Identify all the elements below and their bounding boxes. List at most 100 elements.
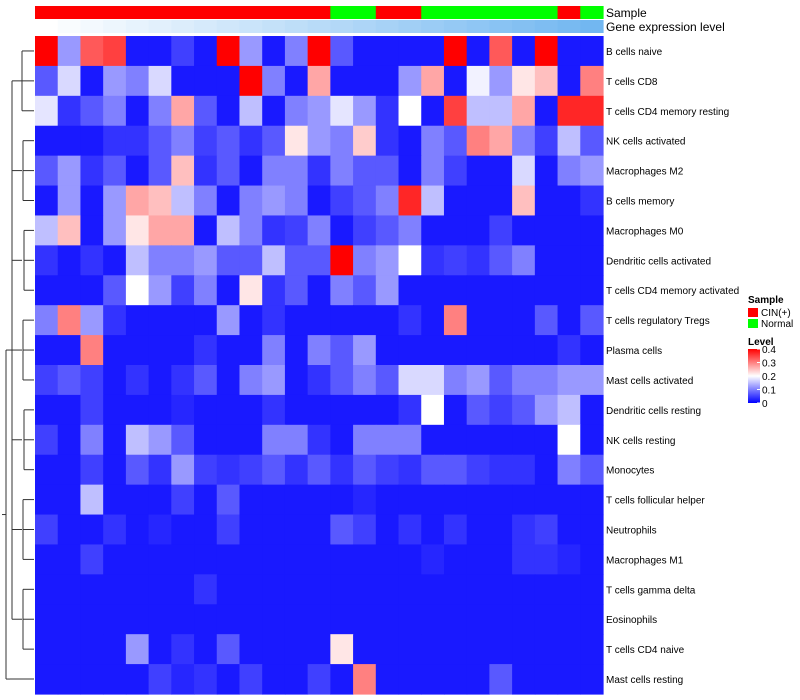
heatmap-cell (580, 484, 604, 516)
heatmap-cell (262, 65, 286, 97)
heatmap-cell (466, 454, 490, 486)
heatmap-cell (466, 275, 490, 306)
heatmap-cell (80, 514, 104, 546)
heatmap-cell (125, 394, 150, 426)
heatmap-cell (353, 424, 377, 456)
heatmap-cell (239, 574, 263, 605)
heatmap-cell (330, 125, 354, 157)
heatmap-cell (557, 245, 581, 276)
expression-annotation-cell (148, 20, 172, 33)
heatmap-cell (307, 95, 331, 127)
heatmap-cell (171, 215, 195, 246)
heatmap-cell (557, 484, 581, 516)
heatmap-cell (353, 544, 377, 575)
heatmap-cell (421, 245, 445, 276)
heatmap-cell (353, 604, 377, 635)
heatmap-cell (284, 544, 309, 575)
heatmap-cell (103, 36, 127, 67)
expression-annotation-cell (512, 20, 536, 33)
heatmap-cell (443, 215, 468, 246)
heatmap-cell (57, 65, 82, 97)
heatmap-cell (171, 604, 195, 635)
sample-annotation-cell (171, 6, 195, 19)
heatmap-cell (489, 275, 513, 306)
heatmap-cell (512, 484, 536, 516)
heatmap-cell (375, 484, 400, 516)
sample-annotation-cell (330, 6, 354, 19)
expression-annotation-cell (216, 20, 241, 33)
heatmap-cell (353, 335, 377, 366)
heatmap-cell (35, 335, 59, 366)
heatmap-cell (35, 604, 59, 635)
heatmap-cell (125, 245, 150, 276)
heatmap-cell (284, 664, 309, 695)
heatmap-cell (35, 424, 59, 456)
heatmap-cell (216, 484, 241, 516)
heatmap-cell (284, 514, 309, 546)
heatmap-cell (398, 544, 422, 575)
heatmap-cell (534, 245, 559, 276)
heatmap-cell (284, 454, 309, 486)
heatmap-cell (466, 125, 490, 157)
heatmap-cell (35, 514, 59, 546)
sample-annotation-cell (103, 6, 127, 19)
heatmap-cell (398, 664, 422, 695)
heatmap-cell (284, 95, 309, 127)
heatmap-cell (284, 65, 309, 97)
heatmap-cell (262, 335, 286, 366)
heatmap-cell (125, 36, 150, 67)
heatmap-cell (262, 155, 286, 187)
heatmap-cell (148, 484, 172, 516)
heatmap-cell (307, 604, 331, 635)
heatmap-cell (284, 574, 309, 605)
heatmap-cell (103, 185, 127, 217)
heatmap-cell (375, 245, 400, 276)
heatmap-cell (353, 305, 377, 336)
heatmap-cell (375, 275, 400, 306)
heatmap-cell (216, 305, 241, 336)
sample-annotation-cell (216, 6, 241, 19)
heatmap-cell (239, 484, 263, 516)
sample-annotation-cell (375, 6, 400, 19)
heatmap-cell (398, 574, 422, 605)
heatmap-cell (57, 394, 82, 426)
heatmap-cell (148, 185, 172, 217)
heatmap-cell (330, 394, 354, 426)
heatmap-cell (307, 335, 331, 366)
heatmap-cell (103, 394, 127, 426)
heatmap-cells (35, 36, 604, 695)
heatmap-cell (353, 394, 377, 426)
heatmap-cell (171, 305, 195, 336)
heatmap-cell (35, 394, 59, 426)
heatmap-cell (262, 125, 286, 157)
sample-annotation-cell (57, 6, 82, 19)
heatmap-cell (534, 335, 559, 366)
heatmap-cell (125, 155, 150, 187)
heatmap-cell (194, 305, 218, 336)
expression-annotation-cell (307, 20, 331, 33)
heatmap-cell (239, 305, 263, 336)
expression-annotation-cell (375, 20, 400, 33)
heatmap-cell (262, 664, 286, 695)
heatmap-cell (148, 454, 172, 486)
heatmap-cell (443, 125, 468, 157)
heatmap-cell (103, 424, 127, 456)
heatmap-cell (307, 634, 331, 665)
heatmap-cell (398, 36, 422, 67)
row-label: Dendritic cells activated (606, 256, 711, 267)
sample-annotation-cell (125, 6, 150, 19)
heatmap-cell (580, 36, 604, 67)
heatmap-cell (489, 365, 513, 396)
heatmap-cell (194, 544, 218, 575)
legend-level-title: Level (748, 337, 774, 348)
heatmap-cell (103, 484, 127, 516)
heatmap-cell (125, 125, 150, 157)
heatmap-cell (171, 125, 195, 157)
row-label: B cells naive (606, 47, 663, 58)
heatmap-cell (580, 424, 604, 456)
heatmap-cell (35, 215, 59, 246)
heatmap-cell (80, 664, 104, 695)
heatmap-cell (307, 484, 331, 516)
heatmap-cell (353, 36, 377, 67)
expression-annotation-cell (103, 20, 127, 33)
